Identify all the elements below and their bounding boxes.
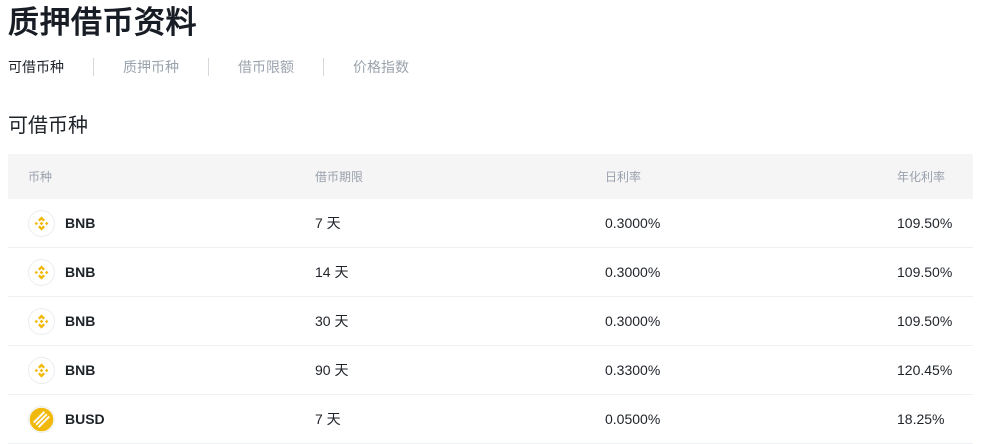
loanable-coins-table: 币种 借币期限 日利率 年化利率 [8,154,973,444]
tab-separator [208,58,209,76]
tab-bar: 可借币种 质押币种 借币限额 价格指数 [8,57,973,77]
annual-rate-cell: 109.50% [897,264,953,280]
column-header-coin: 币种 [28,170,53,184]
column-header-term: 借币期限 [315,170,364,184]
annual-rate-cell: 109.50% [897,215,953,231]
table-row: BUSD 7 天 0.0500% 18.25% [8,395,973,444]
table-row: BNB 7 天 0.3000% 109.50% [8,199,973,248]
bnb-icon [28,209,55,237]
daily-rate-cell: 0.0500% [605,411,661,427]
coin-cell: BNB [28,307,315,335]
tab-1[interactable]: 质押币种 [123,59,179,75]
coin-cell: BNB [28,356,315,384]
column-header-daily-rate: 日利率 [605,170,642,184]
daily-rate-cell: 0.3000% [605,264,661,280]
section-title: 可借币种 [8,115,88,137]
loan-term-cell: 30 天 [315,313,349,329]
coin-name: BNB [65,313,96,329]
coin-cell: BUSD [28,405,315,433]
table-header-row: 币种 借币期限 日利率 年化利率 [8,154,973,199]
tab-3[interactable]: 价格指数 [353,59,409,75]
loan-term-cell: 7 天 [315,411,341,427]
bnb-icon [28,356,55,384]
loan-term-cell: 90 天 [315,362,349,378]
daily-rate-cell: 0.3300% [605,362,661,378]
bnb-icon [28,258,55,286]
annual-rate-cell: 120.45% [897,362,953,378]
coin-name: BUSD [65,411,105,427]
coin-cell: BNB [28,209,315,237]
loan-term-cell: 14 天 [315,264,349,280]
page-title: 质押借币资料 [8,5,197,40]
daily-rate-cell: 0.3000% [605,313,661,329]
table-body: BNB 7 天 0.3000% 109.50% [8,199,973,444]
loan-term-cell: 7 天 [315,215,341,231]
coin-name: BNB [65,264,96,280]
annual-rate-cell: 18.25% [897,411,945,427]
column-header-annual-rate: 年化利率 [897,170,946,184]
coin-name: BNB [65,215,96,231]
annual-rate-cell: 109.50% [897,313,953,329]
coin-name: BNB [65,362,96,378]
tab-separator [323,58,324,76]
table-row: BNB 30 天 0.3000% 109.50% [8,297,973,346]
busd-icon [28,405,55,433]
bnb-icon [28,307,55,335]
tab-0[interactable]: 可借币种 [8,59,64,75]
tab-2[interactable]: 借币限额 [238,59,294,75]
tab-separator [93,58,94,76]
coin-cell: BNB [28,258,315,286]
table-row: BNB 90 天 0.3300% 120.45% [8,346,973,395]
daily-rate-cell: 0.3000% [605,215,661,231]
table-row: BNB 14 天 0.3000% 109.50% [8,248,973,297]
